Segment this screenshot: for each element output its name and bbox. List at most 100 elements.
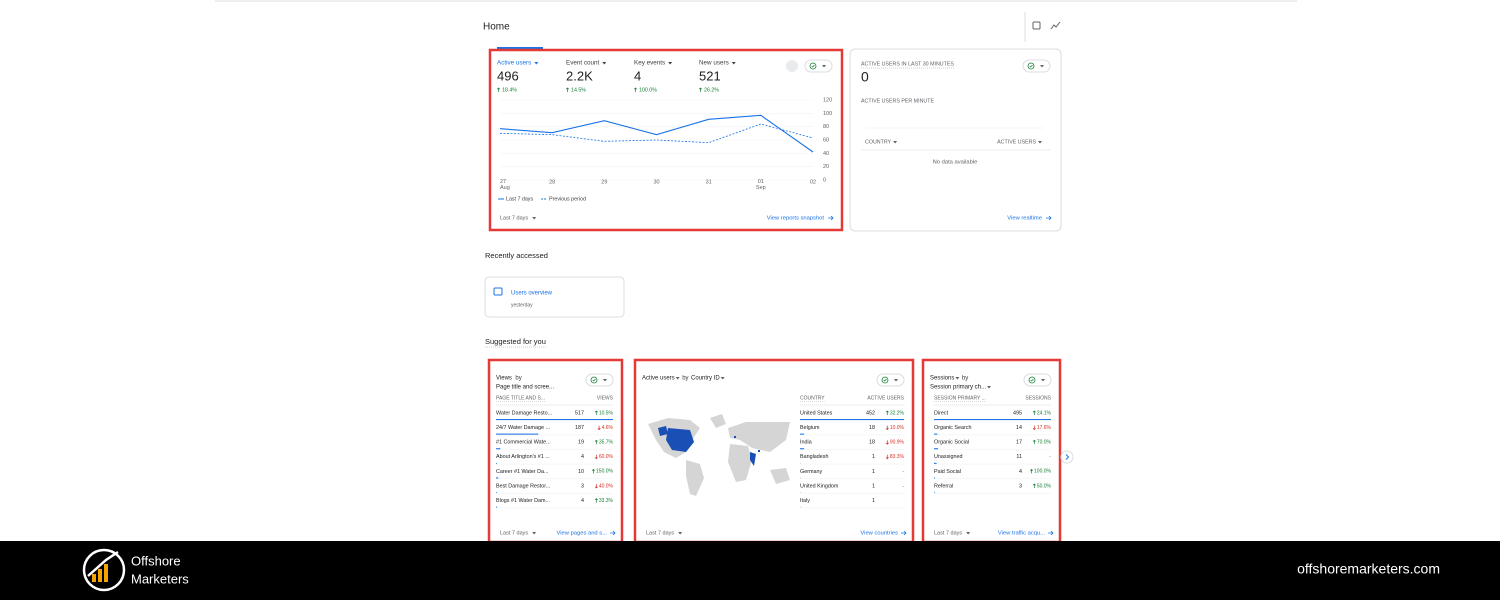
trend-arrow (1032, 483, 1036, 488)
card-dimension[interactable]: Page title and scree... (496, 385, 554, 391)
dropdown-caret (987, 386, 992, 389)
card-by: by (682, 376, 688, 382)
card-metric[interactable]: Active users (642, 376, 675, 382)
compare-pill[interactable] (585, 373, 614, 387)
card-metric[interactable]: Views (496, 376, 512, 382)
row-label[interactable]: Organic Social (934, 440, 969, 446)
row-label[interactable]: About Arlington's #1 ... (496, 454, 550, 460)
metric-label[interactable]: Key events (634, 60, 665, 67)
realtime-subtitle: ACTIVE USERS PER MINUTE (861, 98, 934, 104)
row-change: 17.6% (1037, 425, 1052, 431)
y-tick-label: 100 (823, 111, 832, 117)
row-label[interactable]: Best Damage Restor... (496, 483, 550, 489)
date-range[interactable]: Last 7 days (934, 530, 962, 536)
next-button[interactable] (1060, 450, 1074, 464)
trend-arrow (594, 484, 598, 489)
check-mark (1029, 64, 1033, 68)
edit-icon-box (1032, 21, 1041, 30)
dropdown-caret (720, 377, 725, 380)
row-change: 83.3% (890, 454, 905, 460)
series-line (499, 114, 814, 153)
brand-name: Offshore (131, 553, 181, 568)
row-label[interactable]: Career #1 Water Da... (496, 469, 549, 475)
dropdown-caret (1041, 379, 1045, 382)
row-change: 60.0% (599, 454, 614, 460)
column-header: ACTIVE USERS (867, 395, 904, 401)
insights-badge[interactable] (786, 60, 798, 72)
x-tick-label: 31 (706, 179, 712, 185)
tab-indicator (497, 47, 543, 49)
card-dimension[interactable]: Session primary ch... (930, 385, 986, 391)
date-range[interactable]: Last 7 days (646, 530, 674, 536)
row-label[interactable]: Italy (800, 498, 810, 504)
row-label[interactable]: Blogs #1 Water Dam... (496, 498, 550, 504)
dropdown-caret (675, 377, 680, 380)
row-label[interactable]: Direct (934, 410, 949, 416)
row-change: 150.0% (596, 469, 614, 475)
metric-value: 521 (699, 68, 721, 83)
date-range[interactable]: Last 7 days (500, 530, 528, 536)
map-belgium (734, 436, 736, 438)
card-metric[interactable]: Sessions (930, 376, 954, 382)
row-value: 1 (872, 469, 875, 475)
date-range[interactable]: Last 7 days (500, 215, 528, 221)
row-label[interactable]: #1 Commercial Wate... (496, 440, 551, 446)
row-change: - (902, 483, 904, 489)
view-link[interactable]: View countries (860, 531, 898, 537)
metric-change: 18.4% (502, 87, 517, 93)
row-label[interactable]: Paid Social (934, 469, 961, 475)
realtime-title: ACTIVE USERS IN LAST 30 MINUTES (861, 61, 954, 67)
metric-change: 100.0% (639, 87, 657, 93)
row-label[interactable]: Belgium (800, 425, 820, 431)
card-dimension[interactable]: Country ID (691, 376, 720, 382)
row-bar (496, 448, 501, 450)
row-label[interactable]: United States (800, 410, 833, 416)
view-link[interactable]: View traffic acqu... (998, 531, 1046, 537)
row-label[interactable]: Water Damage Resto... (496, 410, 552, 416)
compare-pill[interactable] (1022, 59, 1051, 73)
compare-pill[interactable] (804, 59, 833, 73)
view-link[interactable]: View reports snapshot (767, 216, 825, 222)
y-tick-label: 80 (823, 124, 829, 130)
row-label[interactable]: India (800, 440, 812, 446)
metric-label[interactable]: New users (699, 60, 729, 67)
insights-icon[interactable] (1050, 21, 1061, 30)
brand-url: offshoremarketers.com (1297, 561, 1440, 577)
row-label[interactable]: Referral (934, 483, 953, 489)
row-value: 4 (581, 454, 584, 460)
row-bar (934, 462, 937, 465)
recent-label[interactable]: Users overview (511, 291, 553, 297)
brand-name: Marketers (131, 571, 189, 586)
row-bar (496, 492, 497, 494)
trend-arrow (633, 87, 638, 92)
compare-pill[interactable] (1023, 373, 1052, 387)
map-greenland (710, 414, 726, 428)
row-label[interactable]: United Kingdom (800, 483, 839, 489)
column-header[interactable]: COUNTRY (865, 139, 892, 145)
view-link[interactable]: View realtime (1007, 216, 1042, 222)
column-header[interactable]: ACTIVE USERS (997, 139, 1036, 145)
dropdown-caret (678, 532, 683, 535)
section-title: Recently accessed (485, 251, 548, 260)
compare-pill[interactable] (876, 373, 905, 387)
metric-label[interactable]: Active users (497, 60, 531, 67)
dropdown-caret (1038, 141, 1042, 144)
y-tick-label: 40 (823, 151, 829, 157)
row-label[interactable]: Germany (800, 469, 822, 475)
row-label[interactable]: Organic Search (934, 425, 971, 431)
dropdown-caret (893, 141, 898, 144)
row-label[interactable]: 24/7 Water Damage ... (496, 425, 550, 431)
edit-icon[interactable] (1032, 21, 1041, 30)
view-link[interactable]: View pages and s... (557, 531, 608, 537)
recent-card[interactable] (484, 276, 625, 318)
row-value: 14 (1016, 425, 1022, 431)
column-header: SESSIONS (1025, 395, 1051, 401)
trend-arrow (1032, 439, 1036, 445)
row-change: - (902, 469, 904, 475)
row-label[interactable]: Unassigned (934, 454, 962, 460)
trend-arrow (597, 425, 601, 431)
metric-label[interactable]: Event count (566, 60, 600, 67)
row-label[interactable]: Bangladesh (800, 454, 828, 460)
brand-logo (82, 548, 126, 592)
